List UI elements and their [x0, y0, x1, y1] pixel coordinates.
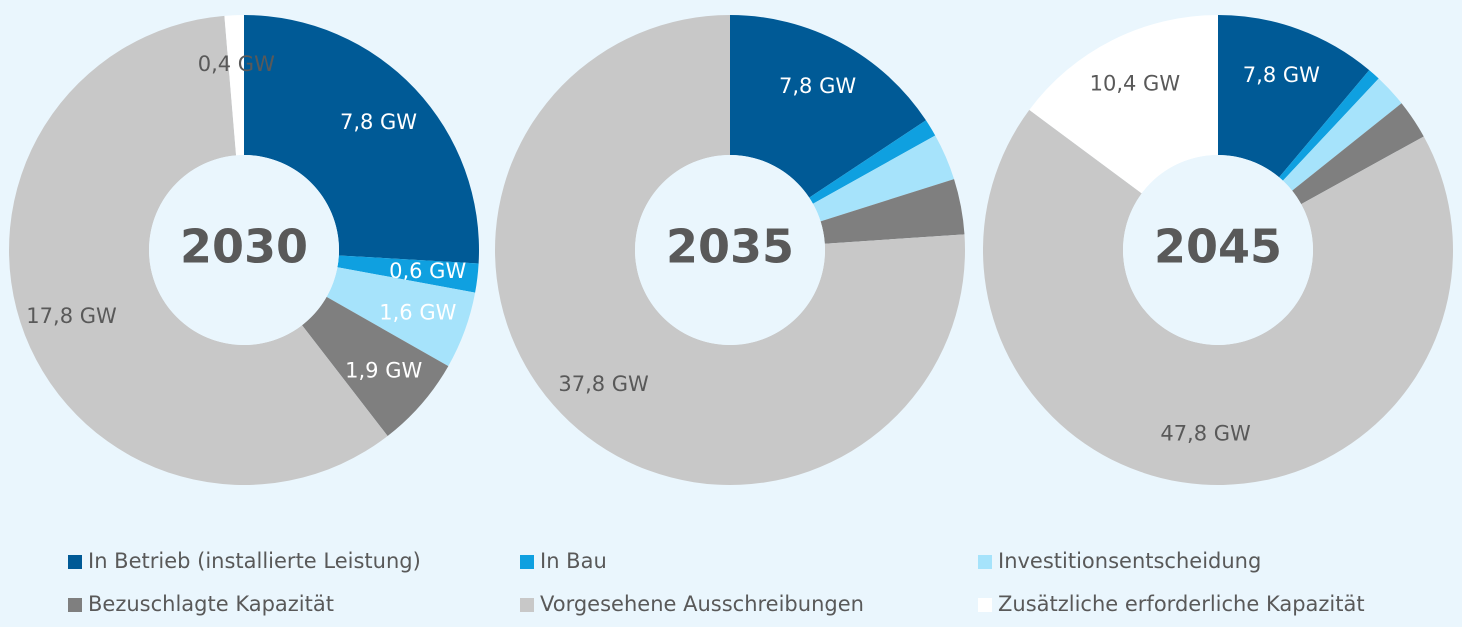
data-label: 37,8 GW — [558, 372, 649, 396]
data-label: 7,8 GW — [779, 74, 856, 98]
legend-label: Investitionsentscheidung — [998, 549, 1261, 573]
donut-slice — [326, 267, 476, 367]
legend-label: In Bau — [540, 549, 607, 573]
legend-swatch — [978, 555, 992, 569]
legend-swatch — [68, 555, 82, 569]
donut-slice — [982, 109, 1453, 486]
donut-slice — [820, 179, 965, 244]
legend-swatch — [520, 555, 534, 569]
legend-swatch — [520, 598, 534, 612]
donut-slice — [244, 15, 479, 264]
donut-slice — [1279, 70, 1379, 181]
legend-label: Bezuschlagte Kapazität — [88, 592, 334, 616]
donut-slice — [337, 255, 479, 293]
data-label: 1,6 GW — [379, 300, 456, 324]
donut-slice — [224, 15, 244, 156]
legend-swatch — [68, 598, 82, 612]
legend-label: Vorgesehene Ausschreibungen — [540, 592, 864, 616]
legend-label: Zusätzliche erforderliche Kapazität — [998, 592, 1365, 616]
donut-slice — [812, 135, 955, 222]
data-label: 1,9 GW — [345, 358, 422, 382]
donut-slice — [495, 15, 966, 486]
data-label: 0,4 GW — [198, 52, 275, 76]
chart-title: 2030 — [180, 220, 308, 274]
data-label: 0,6 GW — [389, 259, 466, 283]
donut-slice — [302, 296, 449, 437]
legend-label: In Betrieb (installierte Leistung) — [88, 549, 421, 573]
donut-slice — [809, 120, 936, 204]
chart-title: 2045 — [1154, 220, 1282, 274]
data-label: 17,8 GW — [26, 304, 117, 328]
data-label: 10,4 GW — [1090, 72, 1181, 96]
data-label: 7,8 GW — [1243, 63, 1320, 87]
donut-slice — [1282, 78, 1402, 191]
donut-hole — [149, 155, 339, 345]
donut-slice — [8, 15, 388, 486]
data-label: 7,8 GW — [340, 110, 417, 134]
donut-slice — [730, 15, 926, 198]
chart-title: 2035 — [666, 220, 794, 274]
donut-hole — [1123, 155, 1313, 345]
donut-hole — [635, 155, 825, 345]
donut-slice — [1292, 103, 1424, 205]
legend-swatch — [978, 598, 992, 612]
donut-slice — [1218, 15, 1370, 178]
donut-slice — [1029, 15, 1218, 194]
data-label: 47,8 GW — [1160, 422, 1251, 446]
